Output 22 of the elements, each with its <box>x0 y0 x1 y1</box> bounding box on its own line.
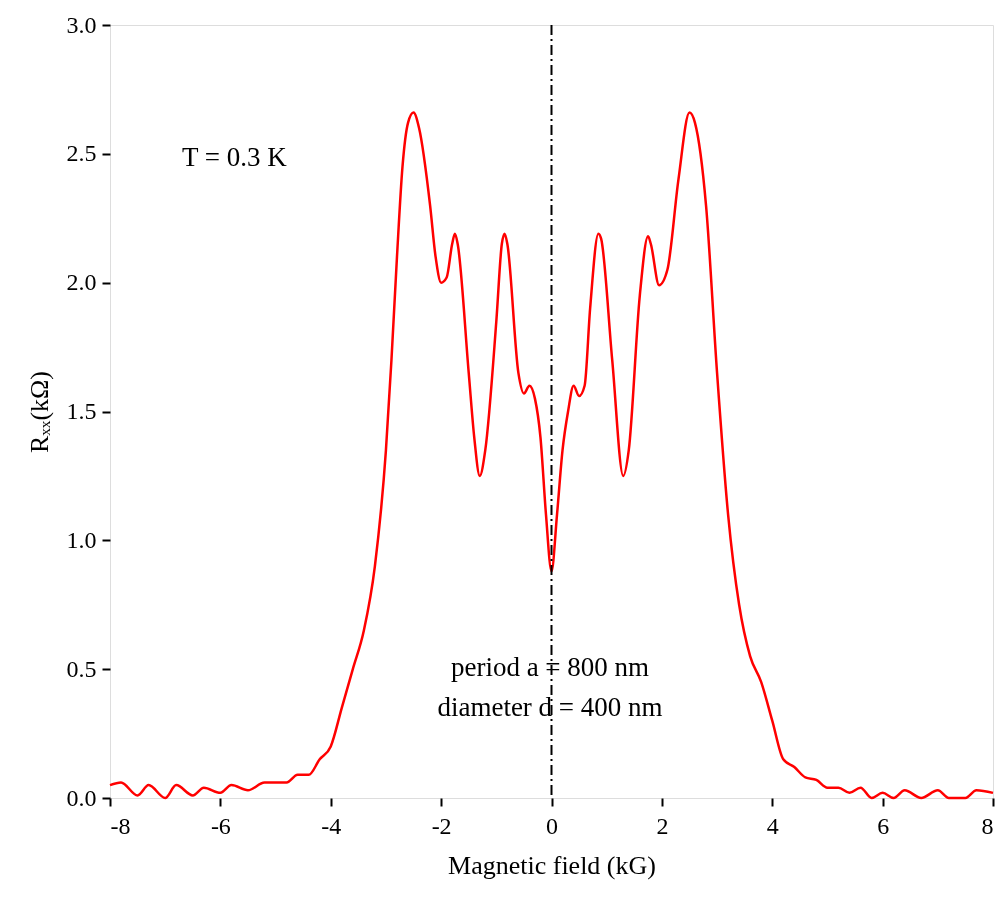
x-tick-label: -4 <box>321 812 342 839</box>
x-axis-title: Magnetic field (kG) <box>448 850 656 880</box>
annotation: T = 0.3 K <box>182 142 288 172</box>
y-tick-label: 2.0 <box>66 269 97 296</box>
x-tick-label: 2 <box>656 812 669 839</box>
x-tick-label: 0 <box>546 812 558 839</box>
y-axis-title: Rₓₓ(kΩ) <box>24 370 54 454</box>
x-tick-label: 8 <box>981 812 994 839</box>
y-tick-label: 1.0 <box>66 526 97 553</box>
y-tick-label: 0.0 <box>66 784 97 811</box>
y-tick-label: 0.5 <box>66 655 97 682</box>
y-tick-label: 3.0 <box>66 11 97 38</box>
y-tick-label: 2.5 <box>66 140 97 167</box>
x-tick-label: -6 <box>210 812 231 839</box>
x-tick-label: -2 <box>431 812 452 839</box>
x-tick-label: 4 <box>766 812 779 839</box>
y-tick-label: 1.5 <box>66 398 97 424</box>
annotation: period a = 800 nm <box>450 652 650 682</box>
x-tick-label: -8 <box>110 812 131 839</box>
x-tick-label: 6 <box>877 812 890 839</box>
line-series <box>108 111 995 800</box>
annotation: diameter d = 400 nm <box>437 692 663 722</box>
